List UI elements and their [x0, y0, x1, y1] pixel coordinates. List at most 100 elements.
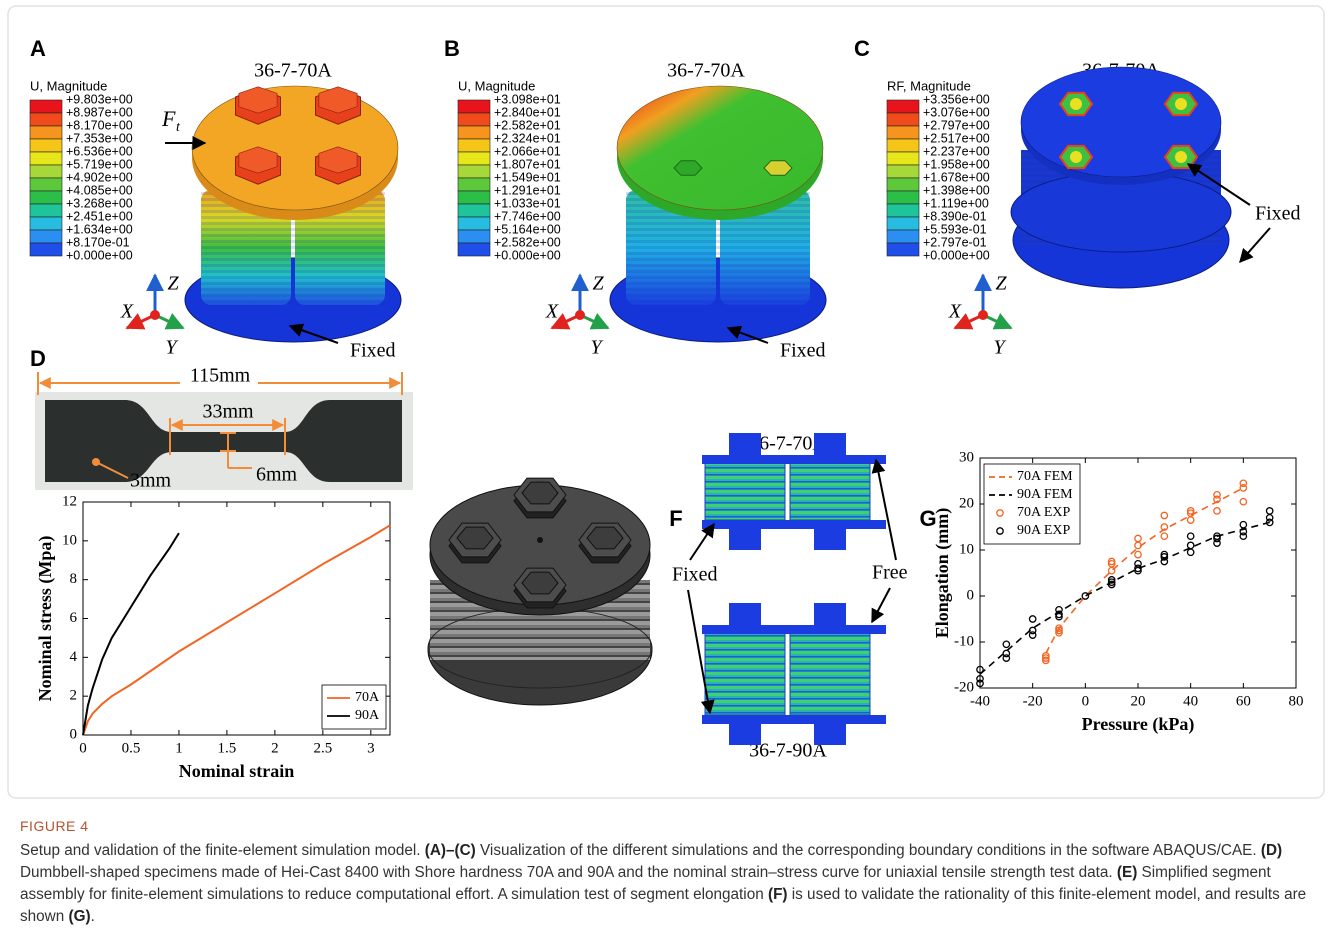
contour-band	[457, 190, 491, 205]
nut-top	[318, 146, 358, 174]
contour-value: +8.987e+00	[66, 105, 133, 119]
y-tick-label: 20	[959, 495, 974, 511]
y-tick-label: 8	[70, 571, 78, 587]
contour-value: +2.517e+00	[923, 131, 990, 145]
contour-value: +3.076e+00	[923, 105, 990, 119]
data-point	[1160, 532, 1169, 541]
data-point	[1160, 511, 1169, 520]
data-point	[1041, 651, 1050, 660]
contour-band	[886, 229, 920, 244]
data-point	[1213, 534, 1221, 543]
data-point	[1160, 553, 1169, 561]
contour-value: +7.746e+00	[494, 209, 561, 223]
contour-band	[29, 203, 63, 218]
contour-band	[457, 216, 491, 231]
data-point	[1239, 479, 1248, 488]
legend-box	[321, 684, 387, 730]
contour-band	[29, 99, 63, 114]
data-point	[1055, 628, 1063, 637]
panel-label: F	[669, 506, 682, 531]
contour-value: +5.593e-01	[923, 222, 987, 236]
end-cap	[729, 433, 761, 459]
arrow	[288, 323, 339, 344]
series-line	[82, 524, 391, 736]
y-axis-label: Elongation (mm)	[932, 508, 953, 639]
panel-title: 36-7-70A	[667, 60, 745, 82]
contour-band	[457, 125, 491, 140]
y-tick-label: 10	[959, 541, 974, 557]
top-plate	[191, 85, 399, 211]
x-tick-label: -20	[1023, 693, 1043, 709]
plate	[702, 625, 886, 634]
axis-x-label: X	[948, 301, 962, 323]
arrow	[871, 458, 897, 561]
axis-z-label: Z	[592, 273, 604, 295]
axis-z-label: Z	[995, 273, 1007, 295]
contour-band	[29, 190, 63, 205]
center-hole	[537, 537, 543, 543]
data-point	[1041, 656, 1050, 665]
x-tick-label: 0	[1082, 693, 1090, 709]
fe-model	[609, 85, 827, 343]
data-point	[1107, 578, 1116, 587]
y-tick-label: -20	[954, 679, 974, 695]
contour-value: +0.000e+00	[494, 248, 561, 262]
nut-top	[521, 571, 559, 595]
contour-band	[886, 216, 920, 231]
contour-value: +1.398e+00	[923, 183, 990, 197]
data-point	[1055, 612, 1063, 621]
end-cap	[729, 721, 761, 745]
caption-segment: Simplified segment assembly for finite-e…	[20, 864, 1271, 903]
contour-value: +7.353e+00	[66, 131, 133, 145]
top-plate	[616, 85, 824, 211]
contour-value: +2.237e+00	[923, 144, 990, 158]
contour-band	[457, 164, 491, 179]
data-point	[1213, 495, 1221, 504]
data-point	[1239, 532, 1248, 541]
data-point	[1134, 550, 1142, 559]
nut-top	[521, 481, 559, 505]
legend-label: 90A FEM	[1017, 487, 1073, 502]
contour-band	[457, 177, 491, 192]
fe-model	[1010, 66, 1232, 289]
y-tick-label: -10	[954, 633, 974, 649]
data-point	[1055, 626, 1063, 635]
x-tick-label: 3	[367, 740, 375, 756]
nut-top	[456, 526, 494, 550]
contour-band	[29, 138, 63, 153]
contour-value: +1.549e+01	[494, 170, 561, 184]
contour-value: +1.958e+00	[923, 157, 990, 171]
legend-label: 70A	[355, 690, 380, 705]
plate	[702, 715, 886, 724]
data-point	[1002, 640, 1011, 649]
data-point	[1107, 557, 1116, 566]
contour-value: +1.291e+01	[494, 183, 561, 197]
data-point	[1028, 615, 1037, 623]
series-line	[979, 521, 1270, 675]
annotation: Fixed	[350, 340, 396, 362]
contour-value: +2.797e+00	[923, 118, 990, 132]
y-tick-label: 0	[967, 587, 975, 603]
contour-band	[457, 112, 491, 127]
fe-model	[184, 85, 402, 343]
dimension-label: 115mm	[190, 365, 251, 387]
nut-core	[1175, 98, 1187, 110]
y-tick-label: 10	[62, 532, 77, 548]
annotation: Fixed	[672, 564, 718, 586]
data-point	[1134, 559, 1142, 568]
dimension-text-bg	[180, 365, 258, 387]
axis-y	[579, 313, 610, 330]
x-tick-label: 60	[1236, 693, 1251, 709]
end-cap	[814, 526, 846, 550]
data-point	[976, 665, 984, 674]
data-point	[976, 679, 984, 688]
legend-title: RF, Magnitude	[887, 78, 971, 93]
x-tick-label: 2	[271, 740, 279, 756]
caption-segment: Visualization of the different simulatio…	[475, 842, 1261, 859]
contour-value: +5.164e+00	[494, 222, 561, 236]
axis-y-label: Y	[993, 337, 1006, 359]
contour-value: +1.807e+01	[494, 157, 561, 171]
contour-band	[29, 112, 63, 127]
contour-value: +3.356e+00	[923, 92, 990, 106]
